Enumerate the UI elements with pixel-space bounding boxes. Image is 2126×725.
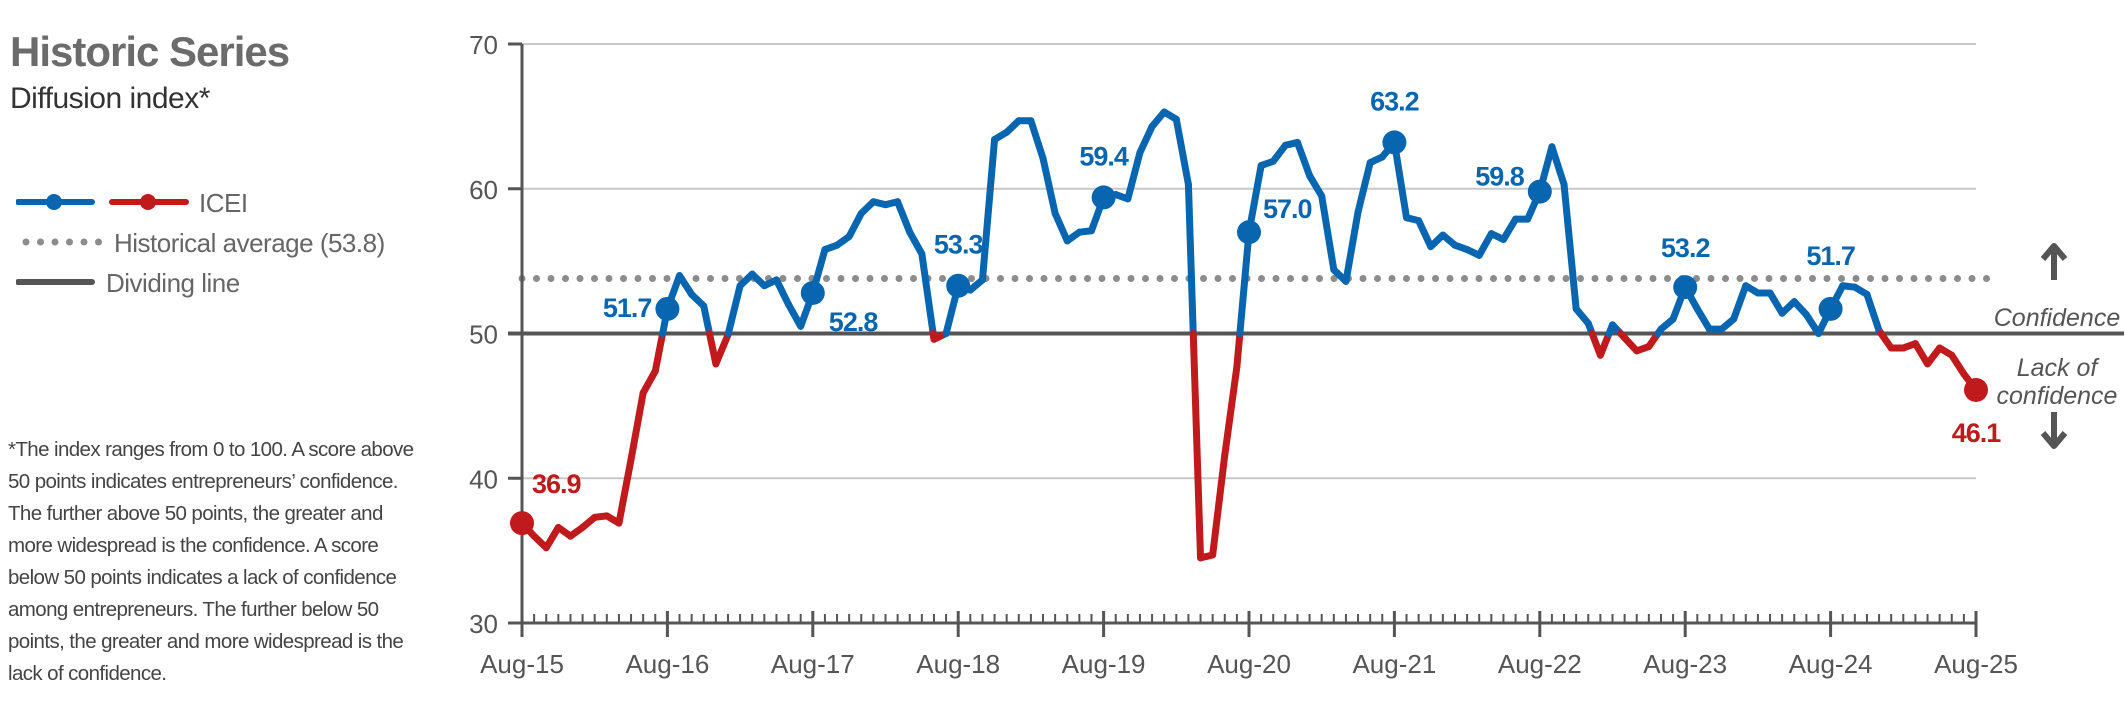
data-point-marker bbox=[1964, 377, 1988, 402]
series-segment bbox=[1233, 330, 1244, 371]
series-segment bbox=[1189, 330, 1205, 562]
annotation-confidence-lack: confidence bbox=[1997, 382, 2118, 410]
arrow-up-icon bbox=[2040, 243, 2068, 280]
y-tick-label: 50 bbox=[469, 320, 498, 350]
data-point-marker bbox=[655, 296, 680, 321]
data-point-marker bbox=[1091, 185, 1116, 210]
y-tick-label: 60 bbox=[469, 175, 498, 205]
data-point-marker bbox=[1237, 220, 1261, 245]
series-segment bbox=[1415, 217, 1435, 251]
x-tick-label: Aug-25 bbox=[1934, 649, 2018, 679]
arrow-down-icon bbox=[2040, 412, 2068, 449]
x-tick-label: Aug-23 bbox=[1643, 649, 1727, 679]
y-tick-label: 70 bbox=[469, 30, 498, 60]
series-segment bbox=[1911, 340, 1932, 368]
chart-title: Historic Series bbox=[10, 28, 290, 75]
series-segment bbox=[1124, 149, 1144, 203]
series-segment bbox=[724, 282, 744, 337]
data-label: 53.3 bbox=[934, 230, 984, 260]
data-point-marker bbox=[1673, 275, 1698, 300]
series-segment bbox=[712, 331, 732, 368]
data-point-marker bbox=[946, 273, 971, 298]
annotation-confidence: Confidence bbox=[1994, 304, 2120, 332]
x-tick-label: Aug-20 bbox=[1207, 649, 1291, 679]
series-segment bbox=[1730, 282, 1750, 323]
series-segment bbox=[1354, 159, 1374, 216]
series-segment bbox=[627, 389, 647, 463]
series-segment bbox=[1136, 123, 1156, 157]
legend-label-dividing: Dividing line bbox=[106, 268, 240, 298]
data-label: 52.8 bbox=[829, 307, 879, 337]
series-segment bbox=[1039, 154, 1059, 217]
x-tick-label: Aug-17 bbox=[771, 649, 855, 679]
series-segment bbox=[1693, 305, 1713, 333]
series-segment bbox=[1948, 351, 1968, 378]
x-tick-label: Aug-15 bbox=[480, 649, 564, 679]
series-segment bbox=[542, 523, 562, 552]
y-tick-label: 40 bbox=[469, 464, 498, 494]
x-tick-label: Aug-24 bbox=[1789, 649, 1873, 679]
data-label: 36.9 bbox=[532, 469, 582, 499]
footnote: *The index ranges from 0 to 100. A score… bbox=[8, 438, 414, 685]
legend-label-average: Historical average (53.8) bbox=[114, 228, 385, 258]
series-segment bbox=[772, 276, 793, 309]
series-segment bbox=[1306, 172, 1326, 200]
series-segment bbox=[1499, 215, 1520, 243]
data-point-marker bbox=[510, 511, 534, 536]
data-label: 63.2 bbox=[1370, 86, 1419, 116]
data-point-marker bbox=[1382, 130, 1407, 155]
data-label: 46.1 bbox=[1952, 418, 2002, 448]
data-point-marker bbox=[800, 280, 825, 305]
series-segment bbox=[1293, 138, 1314, 180]
series-segment bbox=[1342, 208, 1362, 285]
series-segment bbox=[651, 330, 667, 375]
x-tick-label: Aug-22 bbox=[1498, 649, 1582, 679]
series-segment bbox=[1475, 230, 1495, 259]
data-label: 59.8 bbox=[1475, 162, 1525, 192]
data-label: 57.0 bbox=[1263, 194, 1312, 224]
series-segment bbox=[918, 250, 937, 337]
x-tick-label: Aug-19 bbox=[1062, 649, 1146, 679]
legend-swatch-dividing bbox=[16, 279, 95, 285]
y-tick-label: 30 bbox=[469, 609, 498, 639]
series-segment bbox=[894, 198, 914, 236]
series-segment bbox=[1596, 330, 1613, 359]
series-segment bbox=[1051, 209, 1071, 245]
x-tick-label: Aug-18 bbox=[916, 649, 1000, 679]
data-label: 51.7 bbox=[1806, 241, 1855, 271]
series-segment bbox=[1560, 180, 1580, 313]
data-point-marker bbox=[1818, 296, 1843, 321]
series-segment bbox=[1236, 228, 1253, 337]
chart-subtitle: Diffusion index* bbox=[10, 82, 210, 115]
data-label: 59.4 bbox=[1079, 141, 1129, 171]
series-segment bbox=[1390, 138, 1411, 222]
data-label: 51.7 bbox=[603, 293, 652, 323]
series-segment bbox=[1548, 143, 1568, 188]
series-segment bbox=[1318, 192, 1338, 274]
series-segment bbox=[700, 302, 714, 337]
x-tick-label: Aug-16 bbox=[625, 649, 709, 679]
series-segment bbox=[1766, 289, 1786, 317]
series-segment bbox=[978, 136, 999, 284]
series-segment bbox=[845, 209, 865, 241]
series-segment bbox=[1209, 451, 1229, 559]
series-segment bbox=[639, 367, 659, 397]
x-tick-label: Aug-21 bbox=[1352, 649, 1436, 679]
series-segment bbox=[1172, 115, 1192, 188]
series-segment bbox=[906, 228, 926, 258]
series-segment bbox=[1863, 290, 1883, 335]
series-segment bbox=[1221, 363, 1241, 459]
data-point-marker bbox=[1527, 179, 1552, 204]
legend-swatch-icei bbox=[16, 194, 189, 210]
series-segment bbox=[676, 272, 696, 298]
series-segment bbox=[1027, 117, 1047, 162]
data-label: 53.2 bbox=[1661, 233, 1710, 263]
series-segment bbox=[615, 455, 635, 527]
annotation-lack-of: Lack of bbox=[2017, 354, 2101, 382]
series-segment bbox=[1184, 180, 1197, 337]
legend-label-icei: ICEI bbox=[199, 188, 248, 218]
legend-swatch-average bbox=[22, 238, 104, 246]
